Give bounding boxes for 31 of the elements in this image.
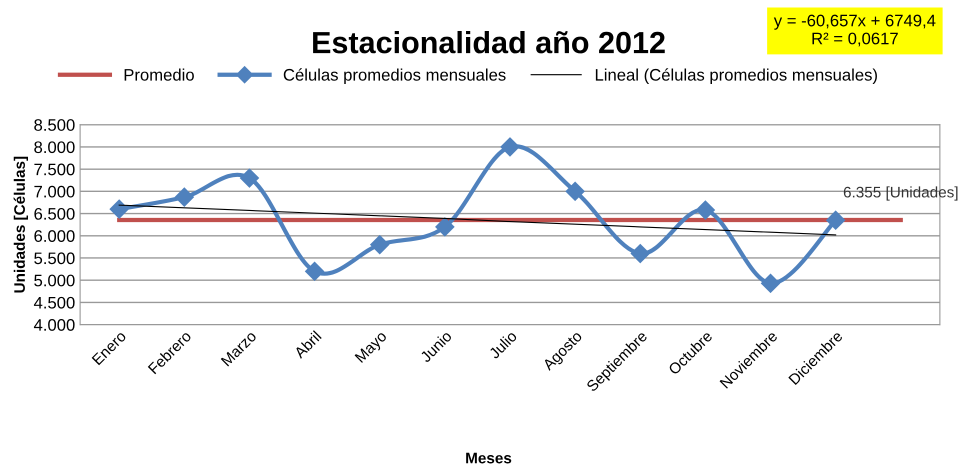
y-tick-label: 5.500 — [34, 252, 75, 264]
text: y = -60,657x + 6749,4 R² = 0,0617 — [774, 14, 936, 46]
legend-label: Lineal (Células promedios mensuales) — [596, 68, 877, 84]
y-tick-label: 5.000 — [34, 274, 75, 286]
y-tick-label: 7.500 — [34, 164, 75, 176]
point — [110, 200, 129, 219]
point — [696, 200, 715, 220]
y-tick-label: 4.500 — [34, 296, 75, 309]
point — [174, 188, 194, 207]
point — [826, 210, 846, 230]
point — [435, 217, 454, 236]
point — [500, 137, 520, 156]
point — [305, 262, 324, 281]
point — [370, 235, 390, 254]
x-axis-title: Meses — [466, 452, 512, 464]
y-tick-label: 7.000 — [34, 186, 75, 198]
chart-title: Estacionalidad año 2012 — [313, 30, 665, 54]
y-tick-label: 6.000 — [34, 230, 75, 242]
y-tick-label: 8.000 — [34, 141, 75, 154]
legend-label: Células promedios mensuales — [284, 68, 506, 84]
y-tick-label: 6.500 — [34, 208, 75, 220]
x-tick-label: Julio — [488, 330, 518, 360]
data-label: 6.355 [Unidades] — [844, 186, 958, 201]
y-tick-label: 4.000 — [34, 319, 75, 331]
point — [240, 168, 259, 188]
point — [760, 274, 780, 293]
point — [566, 182, 585, 201]
legend-label: Promedio — [124, 68, 194, 81]
y-axis-title: Unidades [Células] — [14, 156, 28, 293]
y-tick-label: 8.500 — [34, 119, 75, 131]
point — [630, 244, 650, 264]
